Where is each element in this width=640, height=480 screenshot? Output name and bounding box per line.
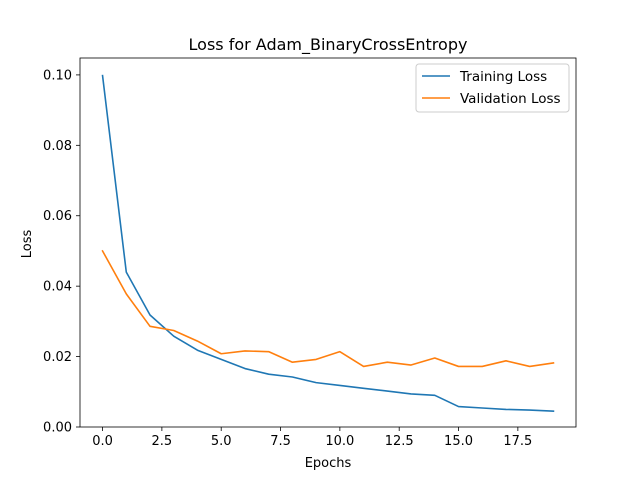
chart-title: Loss for Adam_BinaryCrossEntropy bbox=[189, 35, 468, 55]
y-axis-label: Loss bbox=[20, 230, 35, 259]
x-tick-label: 17.5 bbox=[503, 434, 532, 449]
x-tick-label: 12.5 bbox=[385, 434, 414, 449]
legend: Training Loss Validation Loss bbox=[415, 63, 570, 113]
plot-frame bbox=[79, 57, 577, 428]
x-tick-label: 2.5 bbox=[152, 434, 173, 449]
series-line-0 bbox=[101, 74, 555, 412]
series-line-1 bbox=[101, 249, 555, 368]
y-tick-label: 0.00 bbox=[43, 421, 72, 436]
y-tick-label: 0.10 bbox=[43, 68, 72, 83]
y-tick-label: 0.06 bbox=[43, 209, 72, 224]
x-tick-label: 0.0 bbox=[92, 434, 113, 449]
plot-area: 0.0 2.5 5.0 7.5 10.0 12.5 15.0 17.5 0.00 0.02 0.04… bbox=[43, 57, 577, 449]
x-axis-label: Epochs bbox=[305, 456, 352, 471]
y-tick-label: 0.08 bbox=[43, 139, 72, 154]
x-tick-label: 15.0 bbox=[444, 434, 473, 449]
legend-box bbox=[415, 63, 570, 113]
x-tick-label: 10.0 bbox=[325, 434, 354, 449]
y-tick-label: 0.04 bbox=[43, 280, 72, 295]
x-tick-label: 7.5 bbox=[270, 434, 291, 449]
y-tick-label: 0.02 bbox=[43, 350, 72, 365]
x-tick-label: 5.0 bbox=[211, 434, 232, 449]
legend-label-0: Training Loss bbox=[459, 69, 547, 85]
legend-label-1: Validation Loss bbox=[460, 91, 561, 107]
